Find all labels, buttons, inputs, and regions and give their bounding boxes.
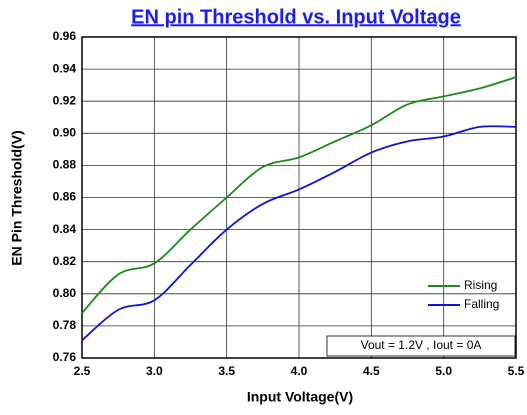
annotation: Vout = 1.2V , Iout = 0A [361,338,482,352]
x-tick-label: 5.5 [508,364,525,378]
y-axis-label: EN Pin Threshold(V) [9,130,25,265]
y-tick-label: 0.88 [53,158,77,172]
series-line [81,125,517,342]
y-tick-label: 0.82 [53,254,77,268]
y-tick-label: 0.96 [53,29,77,43]
legend-label: Falling [464,297,499,311]
x-tick-label: 5.0 [435,364,452,378]
x-tick-label: 4.5 [363,364,380,378]
y-tick-label: 0.92 [53,93,77,107]
y-tick-label: 0.86 [53,190,77,204]
plot-frame [81,36,517,359]
y-tick-label: 0.94 [53,61,77,75]
y-tick-label: 0.90 [53,125,77,139]
y-tick-label: 0.78 [53,318,77,332]
y-tick-label: 0.76 [53,350,77,364]
x-tick-label: 4.0 [291,364,308,378]
x-tick-label: 3.5 [218,364,235,378]
x-tick-label: 3.0 [146,364,163,378]
annotation-box [326,335,516,357]
y-tick-label: 0.84 [53,222,77,236]
y-tick-label: 0.80 [53,286,77,300]
legend-label: Rising [464,278,497,292]
x-tick-label: 2.5 [74,364,91,378]
series-line [81,76,517,314]
x-axis-label: Input Voltage(V) [247,389,353,405]
chart-title: EN pin Threshold vs. Input Voltage [131,6,461,28]
